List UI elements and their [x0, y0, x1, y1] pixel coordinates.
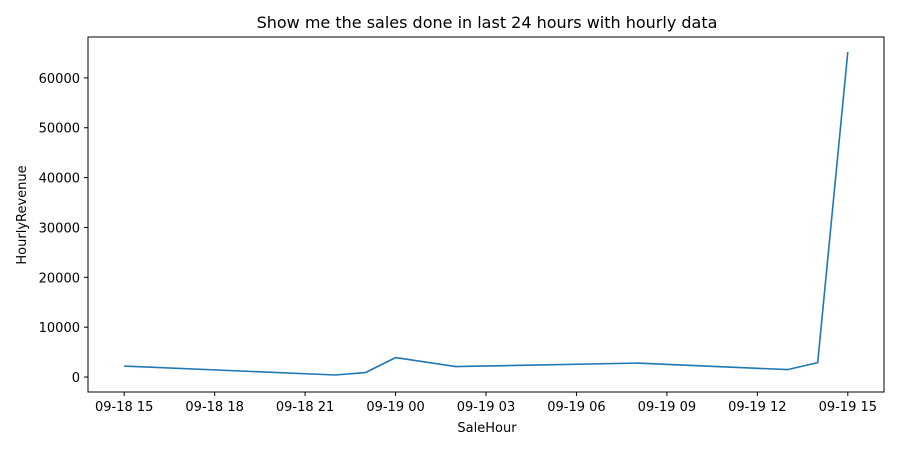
y-tick-label: 50000	[39, 122, 80, 137]
x-tick-label: 09-19 15	[819, 400, 877, 415]
y-tick-label: 40000	[39, 172, 80, 187]
x-tick-label: 09-18 21	[276, 400, 334, 415]
chart-title: Show me the sales done in last 24 hours …	[257, 13, 718, 32]
x-tick-label: 09-18 18	[185, 400, 243, 415]
x-tick-label: 09-19 12	[728, 400, 786, 415]
x-axis-label: SaleHour	[457, 421, 517, 436]
x-tick-label: 09-19 03	[457, 400, 515, 415]
y-axis-label: HourlyRevenue	[15, 165, 30, 264]
y-tick-label: 30000	[39, 221, 80, 236]
x-tick-label: 09-18 15	[95, 400, 153, 415]
y-tick-label: 0	[72, 371, 80, 386]
y-axis: 0 10000 20000 30000 40000 50000 60000	[39, 72, 88, 386]
plot-area	[124, 51, 849, 376]
y-tick-label: 20000	[39, 271, 80, 286]
y-tick-label: 60000	[39, 72, 80, 87]
x-tick-label: 09-19 06	[547, 400, 605, 415]
x-axis: 09-18 15 09-18 18 09-18 21 09-19 00 09-19 03…	[95, 392, 877, 415]
series-line	[124, 51, 849, 376]
x-tick-label: 09-19 00	[366, 400, 424, 415]
x-tick-label: 09-19 09	[638, 400, 696, 415]
plot-frame	[87, 36, 885, 393]
y-tick-label: 10000	[39, 321, 80, 336]
